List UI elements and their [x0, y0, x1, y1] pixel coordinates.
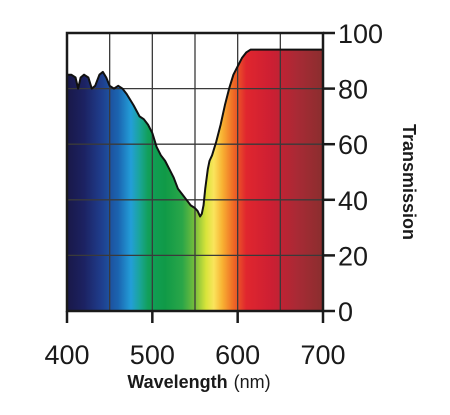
x-axis-label: Wavelength	[127, 372, 227, 392]
x-tick-label: 700	[300, 340, 345, 370]
grid-layer	[67, 33, 323, 311]
transmission-curve	[67, 48, 323, 218]
axes-layer	[65, 31, 335, 323]
x-tick-label: 600	[215, 340, 260, 370]
y-tick-label: 0	[338, 297, 353, 327]
curve-layer	[67, 48, 323, 218]
x-tick-label: 400	[44, 340, 89, 370]
y-tick-label: 20	[338, 241, 368, 271]
y-tick-label: 60	[338, 130, 368, 160]
y-tick-label: 80	[338, 75, 368, 105]
x-axis-unit: (nm)	[234, 372, 271, 392]
plot-frame	[65, 31, 325, 313]
y-tick-label: 40	[338, 186, 368, 216]
x-axis-title: Wavelength (nm)	[127, 372, 270, 392]
y-tick-label: 100	[338, 19, 383, 49]
y-axis-label: Transmission	[399, 124, 419, 240]
x-tick-label: 500	[130, 340, 175, 370]
labels-layer: 400 500 600 700 0 20 40 60 80 100 Wavelength (nm) Tr…	[44, 19, 419, 392]
